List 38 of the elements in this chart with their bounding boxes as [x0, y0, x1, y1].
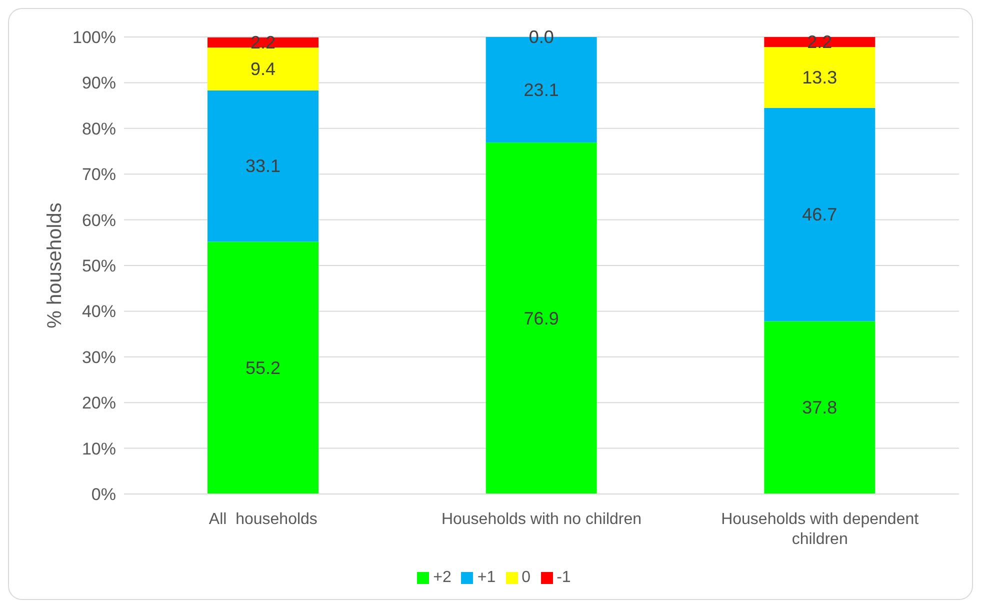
- data-label: 55.2: [245, 358, 281, 378]
- legend-label: -1: [556, 569, 571, 586]
- y-tick-label: 80%: [82, 119, 116, 138]
- bar: [208, 48, 318, 90]
- bar: [764, 37, 876, 48]
- legend-label: +1: [477, 569, 496, 586]
- bar: [486, 142, 597, 494]
- data-label: 13.3: [802, 67, 838, 88]
- data-label: 2.2: [250, 32, 276, 52]
- data-label: 33.1: [245, 156, 281, 176]
- data-label: 37.8: [802, 398, 838, 418]
- y-tick-label: 10%: [82, 439, 116, 458]
- legend-label: +2: [433, 569, 452, 586]
- data-label: 23.1: [524, 80, 559, 100]
- data-label: 76.9: [524, 308, 559, 328]
- bar: [208, 37, 318, 48]
- x-tick-label: Households with no children: [441, 511, 642, 528]
- data-label: 46.7: [802, 204, 838, 225]
- bar: [208, 242, 318, 494]
- data-label: 2.2: [807, 32, 832, 52]
- y-axis-title: % households: [44, 202, 66, 328]
- data-label: 9.4: [250, 58, 276, 79]
- y-tick-label: 60%: [82, 210, 116, 230]
- bar: [764, 321, 876, 494]
- y-tick-label: 90%: [82, 74, 116, 93]
- x-tick-label: All households: [208, 511, 318, 528]
- y-tick-label: 20%: [82, 394, 116, 413]
- bar: [764, 108, 876, 322]
- y-tick-label: 0%: [91, 485, 116, 504]
- y-tick-label: 100%: [72, 28, 116, 48]
- legend-label: 0: [522, 569, 531, 586]
- x-tick-label: Households with dependent children: [721, 511, 920, 548]
- y-tick-label: 40%: [82, 302, 116, 322]
- bar: [764, 47, 876, 108]
- bar: [208, 90, 318, 242]
- y-tick-label: 70%: [82, 165, 116, 184]
- y-tick-label: 50%: [82, 256, 116, 276]
- y-tick-label: 30%: [82, 348, 116, 367]
